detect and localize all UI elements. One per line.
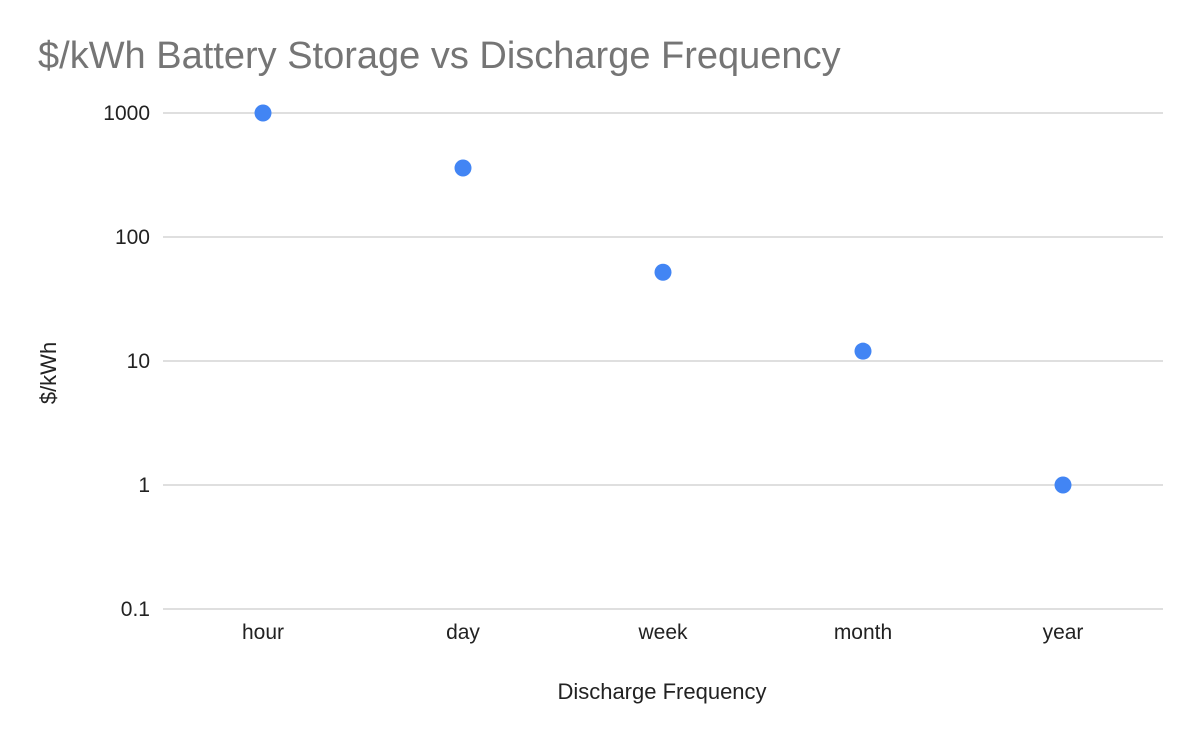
data-point-month — [854, 342, 872, 360]
x-tick-labels: hour day week month year — [242, 621, 1083, 644]
y-tick-label: 0.1 — [121, 598, 150, 621]
chart-title: $/kWh Battery Storage vs Discharge Frequ… — [38, 35, 841, 77]
x-axis-title: Discharge Frequency — [557, 679, 766, 704]
x-tick-label: hour — [242, 621, 284, 644]
data-point-year — [1054, 476, 1072, 494]
x-tick-label: day — [446, 621, 480, 644]
x-tick-label: week — [637, 621, 688, 644]
y-tick-label: 1 — [138, 474, 150, 497]
y-tick-labels: 0.1 1 10 100 1000 — [103, 102, 150, 621]
y-tick-label: 10 — [127, 350, 150, 373]
x-tick-label: year — [1043, 621, 1084, 644]
y-gridlines — [163, 112, 1163, 610]
data-points — [254, 104, 1072, 494]
data-point-hour — [254, 104, 272, 122]
y-axis-title: $/kWh — [36, 342, 61, 404]
data-point-week — [654, 263, 672, 281]
x-tick-label: month — [834, 621, 892, 644]
data-point-day — [454, 159, 472, 177]
y-tick-label: 100 — [115, 226, 150, 249]
y-tick-label: 1000 — [103, 102, 150, 125]
